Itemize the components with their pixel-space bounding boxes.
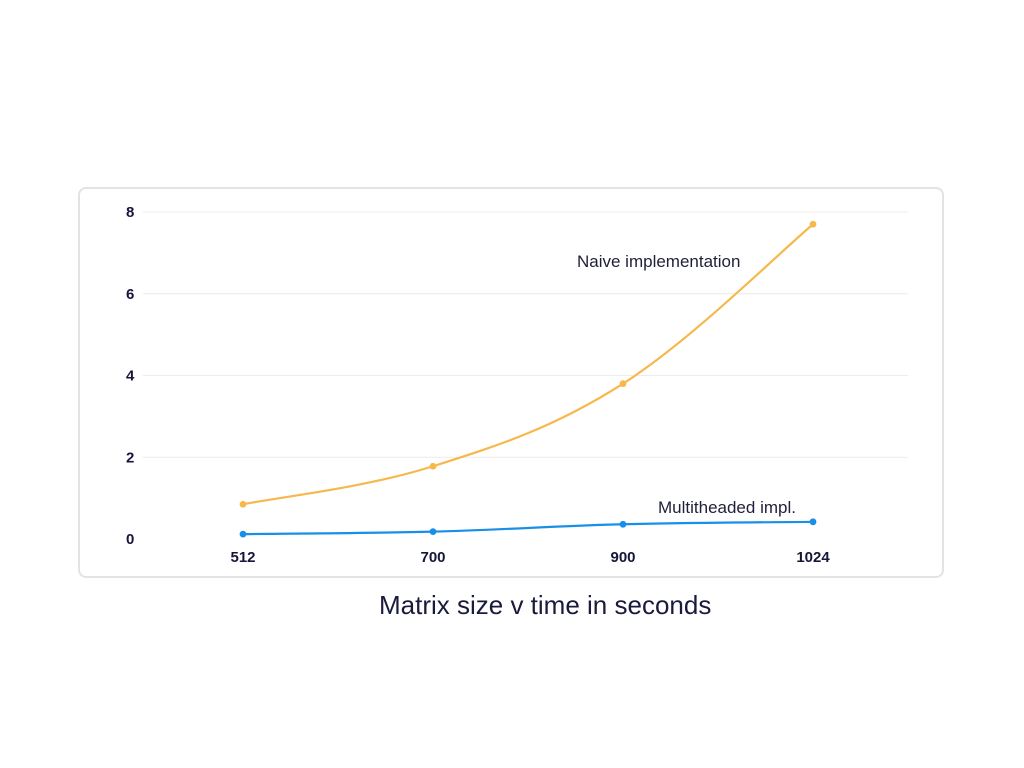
- data-point: [239, 530, 247, 538]
- y-tick-label: 2: [126, 449, 134, 466]
- x-tick-label: 700: [420, 549, 445, 566]
- series-line: [242, 520, 814, 536]
- data-point: [429, 462, 437, 470]
- data-point: [429, 528, 437, 536]
- y-tick-label: 0: [126, 531, 134, 548]
- data-point: [239, 500, 247, 508]
- series-label: Multitheaded impl.: [658, 498, 796, 517]
- y-tick-label: 4: [126, 368, 135, 385]
- y-tick-label: 6: [126, 286, 134, 303]
- y-tick-label: 8: [126, 204, 134, 221]
- series-group: [239, 220, 817, 538]
- gridlines: [143, 211, 908, 458]
- x-tick-label: 1024: [796, 549, 830, 566]
- data-point: [619, 520, 627, 528]
- data-point: [809, 518, 817, 526]
- y-axis-ticks: 0 2 4 6 8: [126, 204, 135, 548]
- series-label: Naive implementation: [577, 252, 740, 271]
- x-axis-ticks: 512 700 900 1024: [230, 549, 830, 566]
- data-point: [809, 220, 817, 228]
- data-point: [619, 380, 627, 388]
- x-tick-label: 512: [230, 549, 255, 566]
- chart-card: [78, 187, 944, 578]
- x-tick-label: 900: [610, 549, 635, 566]
- series-labels: Naive implementation Multitheaded impl.: [577, 252, 796, 517]
- series-line: [242, 223, 814, 506]
- chart-title: Matrix size v time in seconds: [379, 590, 712, 620]
